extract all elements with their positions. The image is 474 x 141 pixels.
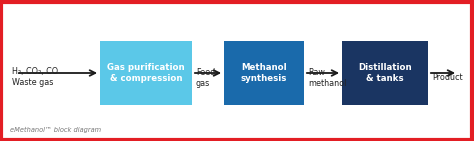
Bar	[342, 41, 428, 105]
Bar	[224, 41, 304, 105]
Text: Feed
gas: Feed gas	[196, 68, 215, 88]
Text: eMethanol™ block diagram: eMethanol™ block diagram	[10, 127, 101, 133]
Text: Distillation
& tanks: Distillation & tanks	[358, 63, 412, 83]
Text: Raw
methanol: Raw methanol	[308, 68, 346, 88]
Text: H₂, CO₂, CO
Waste gas: H₂, CO₂, CO Waste gas	[12, 67, 58, 87]
Text: Methanol
synthesis: Methanol synthesis	[241, 63, 287, 83]
Bar	[100, 41, 192, 105]
Text: Gas purification
& compression: Gas purification & compression	[107, 63, 185, 83]
Text: Product: Product	[432, 72, 463, 81]
